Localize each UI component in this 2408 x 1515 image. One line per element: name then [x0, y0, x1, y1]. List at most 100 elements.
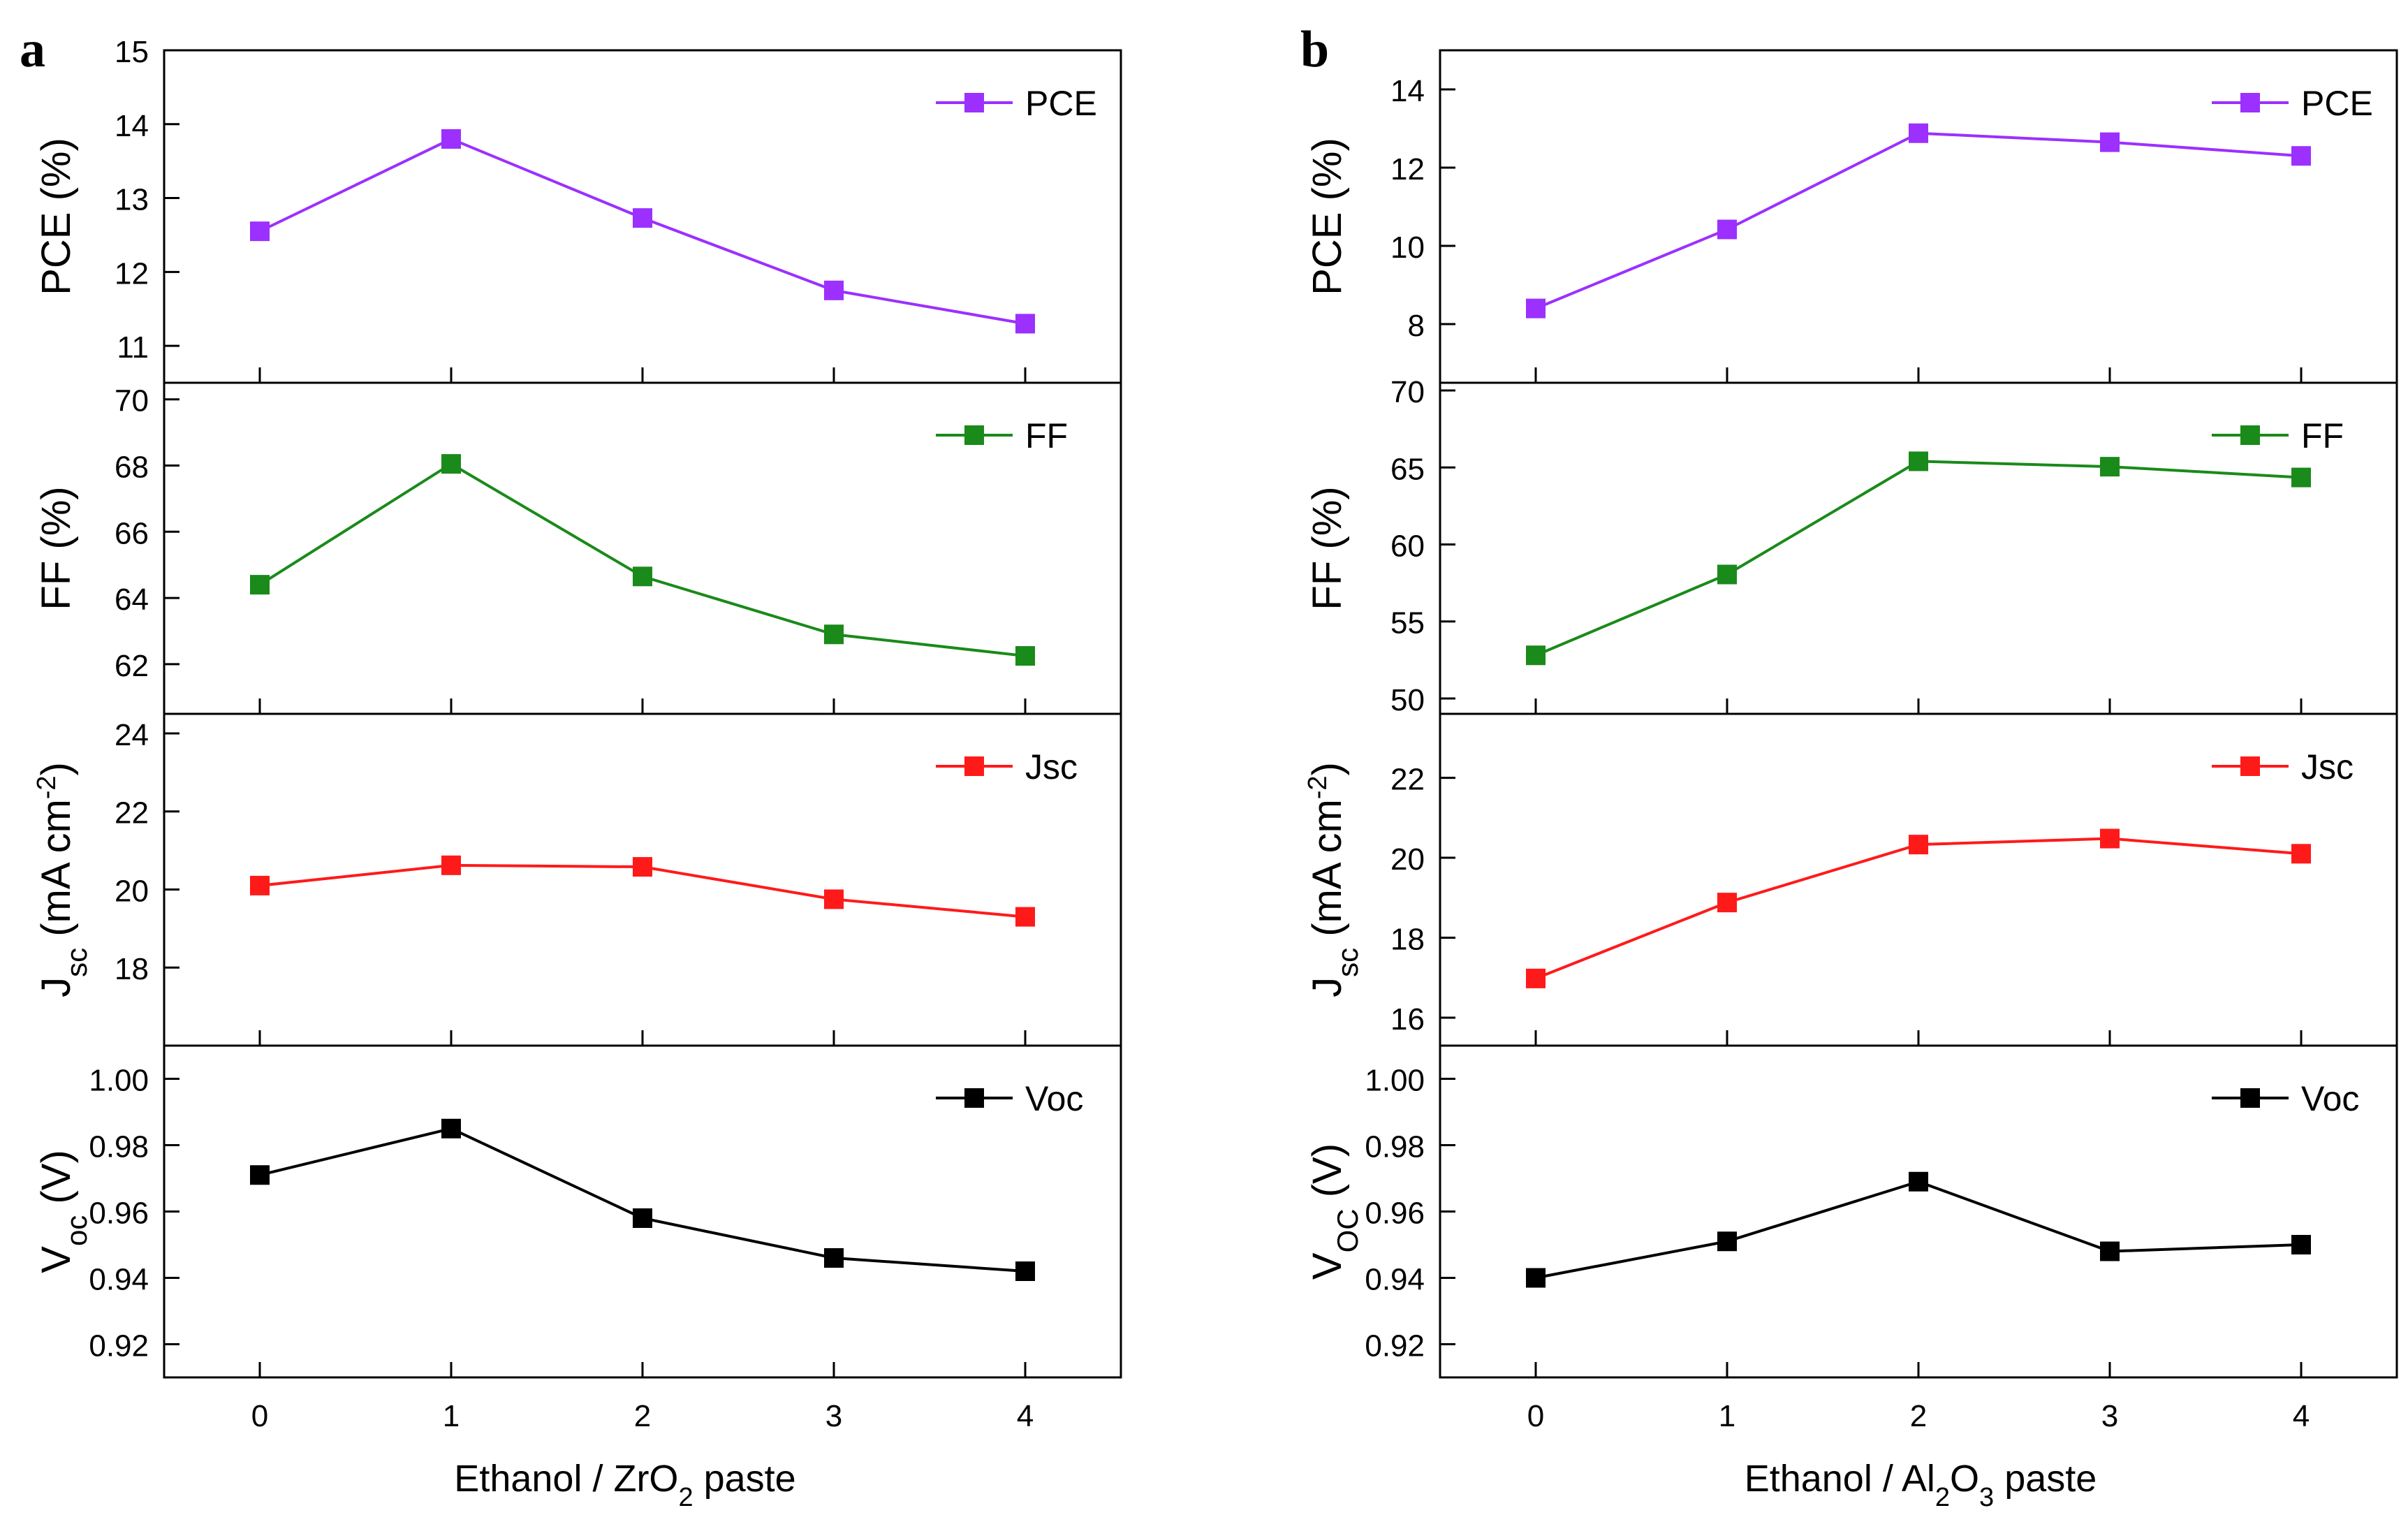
y-tick-label: 70: [115, 384, 149, 418]
y-label-main: FF (%): [34, 486, 79, 610]
y-axis-label: VOC (V): [1305, 1143, 1364, 1280]
panel-letter: a: [20, 21, 45, 78]
data-point: [1015, 1261, 1035, 1281]
y-tick-label: 0.94: [89, 1263, 149, 1297]
data-point: [824, 1248, 844, 1268]
legend-marker: [964, 425, 984, 445]
y-label-suffix: ): [34, 762, 79, 775]
data-point: [633, 208, 652, 228]
y-label-subscript: sc: [1331, 948, 1364, 977]
data-point: [250, 221, 270, 242]
x-tick-label: 3: [2101, 1399, 2118, 1433]
series-line: [1535, 837, 2302, 980]
legend-label: PCE: [1025, 84, 1097, 123]
y-label-suffix: (mA cm: [34, 799, 79, 948]
data-point: [2100, 1241, 2120, 1261]
data-point: [441, 454, 461, 474]
data-point: [250, 575, 270, 595]
data-point: [824, 889, 844, 909]
data-point: [633, 857, 652, 877]
legend-marker: [964, 93, 984, 112]
data-point: [1526, 968, 1546, 988]
y-tick-label: 11: [117, 330, 149, 365]
subplot-pce: 8 10 12 14 PCE (%) PCE: [1305, 49, 2398, 384]
data-point: [1717, 219, 1737, 240]
y-tick-label: 0.92: [89, 1329, 149, 1363]
data-point: [1909, 835, 1928, 855]
x-label-subscript: 2: [1935, 1483, 1950, 1512]
y-tick-label: 14: [115, 109, 149, 143]
y-label-subscript: oc: [60, 1215, 93, 1246]
x-tick-label: 0: [251, 1399, 268, 1433]
y-tick-label: 18: [115, 952, 149, 986]
y-tick-label: 13: [115, 183, 149, 217]
x-label-subscript: 2: [678, 1483, 693, 1512]
y-tick-label: 15: [115, 35, 149, 69]
y-tick-label: 16: [1390, 1002, 1425, 1037]
y-tick-label: 0.96: [1365, 1196, 1425, 1231]
y-tick-label: 24: [115, 718, 149, 752]
y-tick-label: 14: [1390, 74, 1425, 108]
y-tick-label: 64: [115, 583, 149, 617]
x-tick-label: 2: [1910, 1399, 1927, 1433]
x-tick-label: 2: [634, 1399, 651, 1433]
y-axis-label: FF (%): [1305, 486, 1350, 610]
subplot-ff: 50 55 60 65 70 FF (%) FF: [1305, 375, 2398, 717]
y-label-subscript: OC: [1331, 1208, 1364, 1252]
data-point: [1015, 314, 1035, 334]
y-label-superscript: -2: [1303, 775, 1333, 799]
y-tick-label: 0.96: [89, 1196, 149, 1231]
y-tick-label: 66: [115, 516, 149, 550]
y-label-main: J: [1305, 977, 1350, 997]
data-point: [1015, 646, 1035, 666]
y-label-suffix: (V): [1305, 1143, 1350, 1208]
legend-marker: [2240, 93, 2260, 112]
y-tick-label: 1.00: [1365, 1064, 1425, 1098]
y-axis-label: Jsc (mA cm-2): [1303, 762, 1364, 997]
x-label-suffix: paste: [1994, 1458, 2097, 1500]
y-tick-label: 10: [1390, 230, 1425, 265]
series-line: [258, 462, 1026, 658]
data-point: [2291, 844, 2311, 864]
y-tick-label: 20: [115, 874, 149, 908]
legend-label: Voc: [2301, 1079, 2359, 1118]
data-point: [2100, 132, 2120, 152]
x-label-main: Ethanol / Al: [1745, 1458, 1935, 1500]
subplot-ff: 62 64 66 68 70 FF (%) FF: [34, 381, 1122, 715]
data-point: [441, 855, 461, 875]
legend-marker: [964, 756, 984, 776]
y-tick-label: 50: [1390, 683, 1425, 717]
y-tick-label: 22: [1390, 763, 1425, 797]
legend-label: Voc: [1025, 1079, 1083, 1118]
data-point: [2291, 1235, 2311, 1254]
y-axis-label: PCE (%): [34, 138, 79, 295]
data-point: [1717, 1231, 1737, 1252]
x-axis-label: Ethanol / Al2O3 paste: [1745, 1458, 2097, 1512]
y-label-suffix: (V): [34, 1150, 79, 1215]
y-tick-label: 0.98: [89, 1130, 149, 1164]
y-tick-label: 22: [115, 796, 149, 830]
y-tick-label: 62: [115, 649, 149, 683]
data-point: [1526, 1268, 1546, 1288]
y-axis-label: Jsc (mA cm-2): [32, 762, 93, 997]
y-label-main: J: [34, 977, 79, 997]
x-label-suffix: paste: [693, 1458, 796, 1500]
y-label-suffix: ): [1305, 762, 1350, 775]
y-tick-label: 0.98: [1365, 1130, 1425, 1164]
y-tick-label: 65: [1390, 452, 1425, 486]
data-point: [250, 875, 270, 895]
y-tick-label: 18: [1390, 922, 1425, 956]
y-axis-label: Voc (V): [34, 1150, 93, 1273]
legend-label: Jsc: [1025, 747, 1078, 786]
y-axis-label: PCE (%): [1305, 138, 1350, 295]
data-point: [2100, 457, 2120, 477]
series-line: [259, 137, 1026, 325]
data-point: [2291, 467, 2311, 488]
data-point: [1909, 1171, 1928, 1192]
data-point: [633, 566, 652, 587]
y-label-main: FF (%): [1305, 486, 1350, 610]
data-point: [441, 1118, 461, 1139]
data-point: [2291, 146, 2311, 166]
data-point: [1909, 123, 1928, 143]
